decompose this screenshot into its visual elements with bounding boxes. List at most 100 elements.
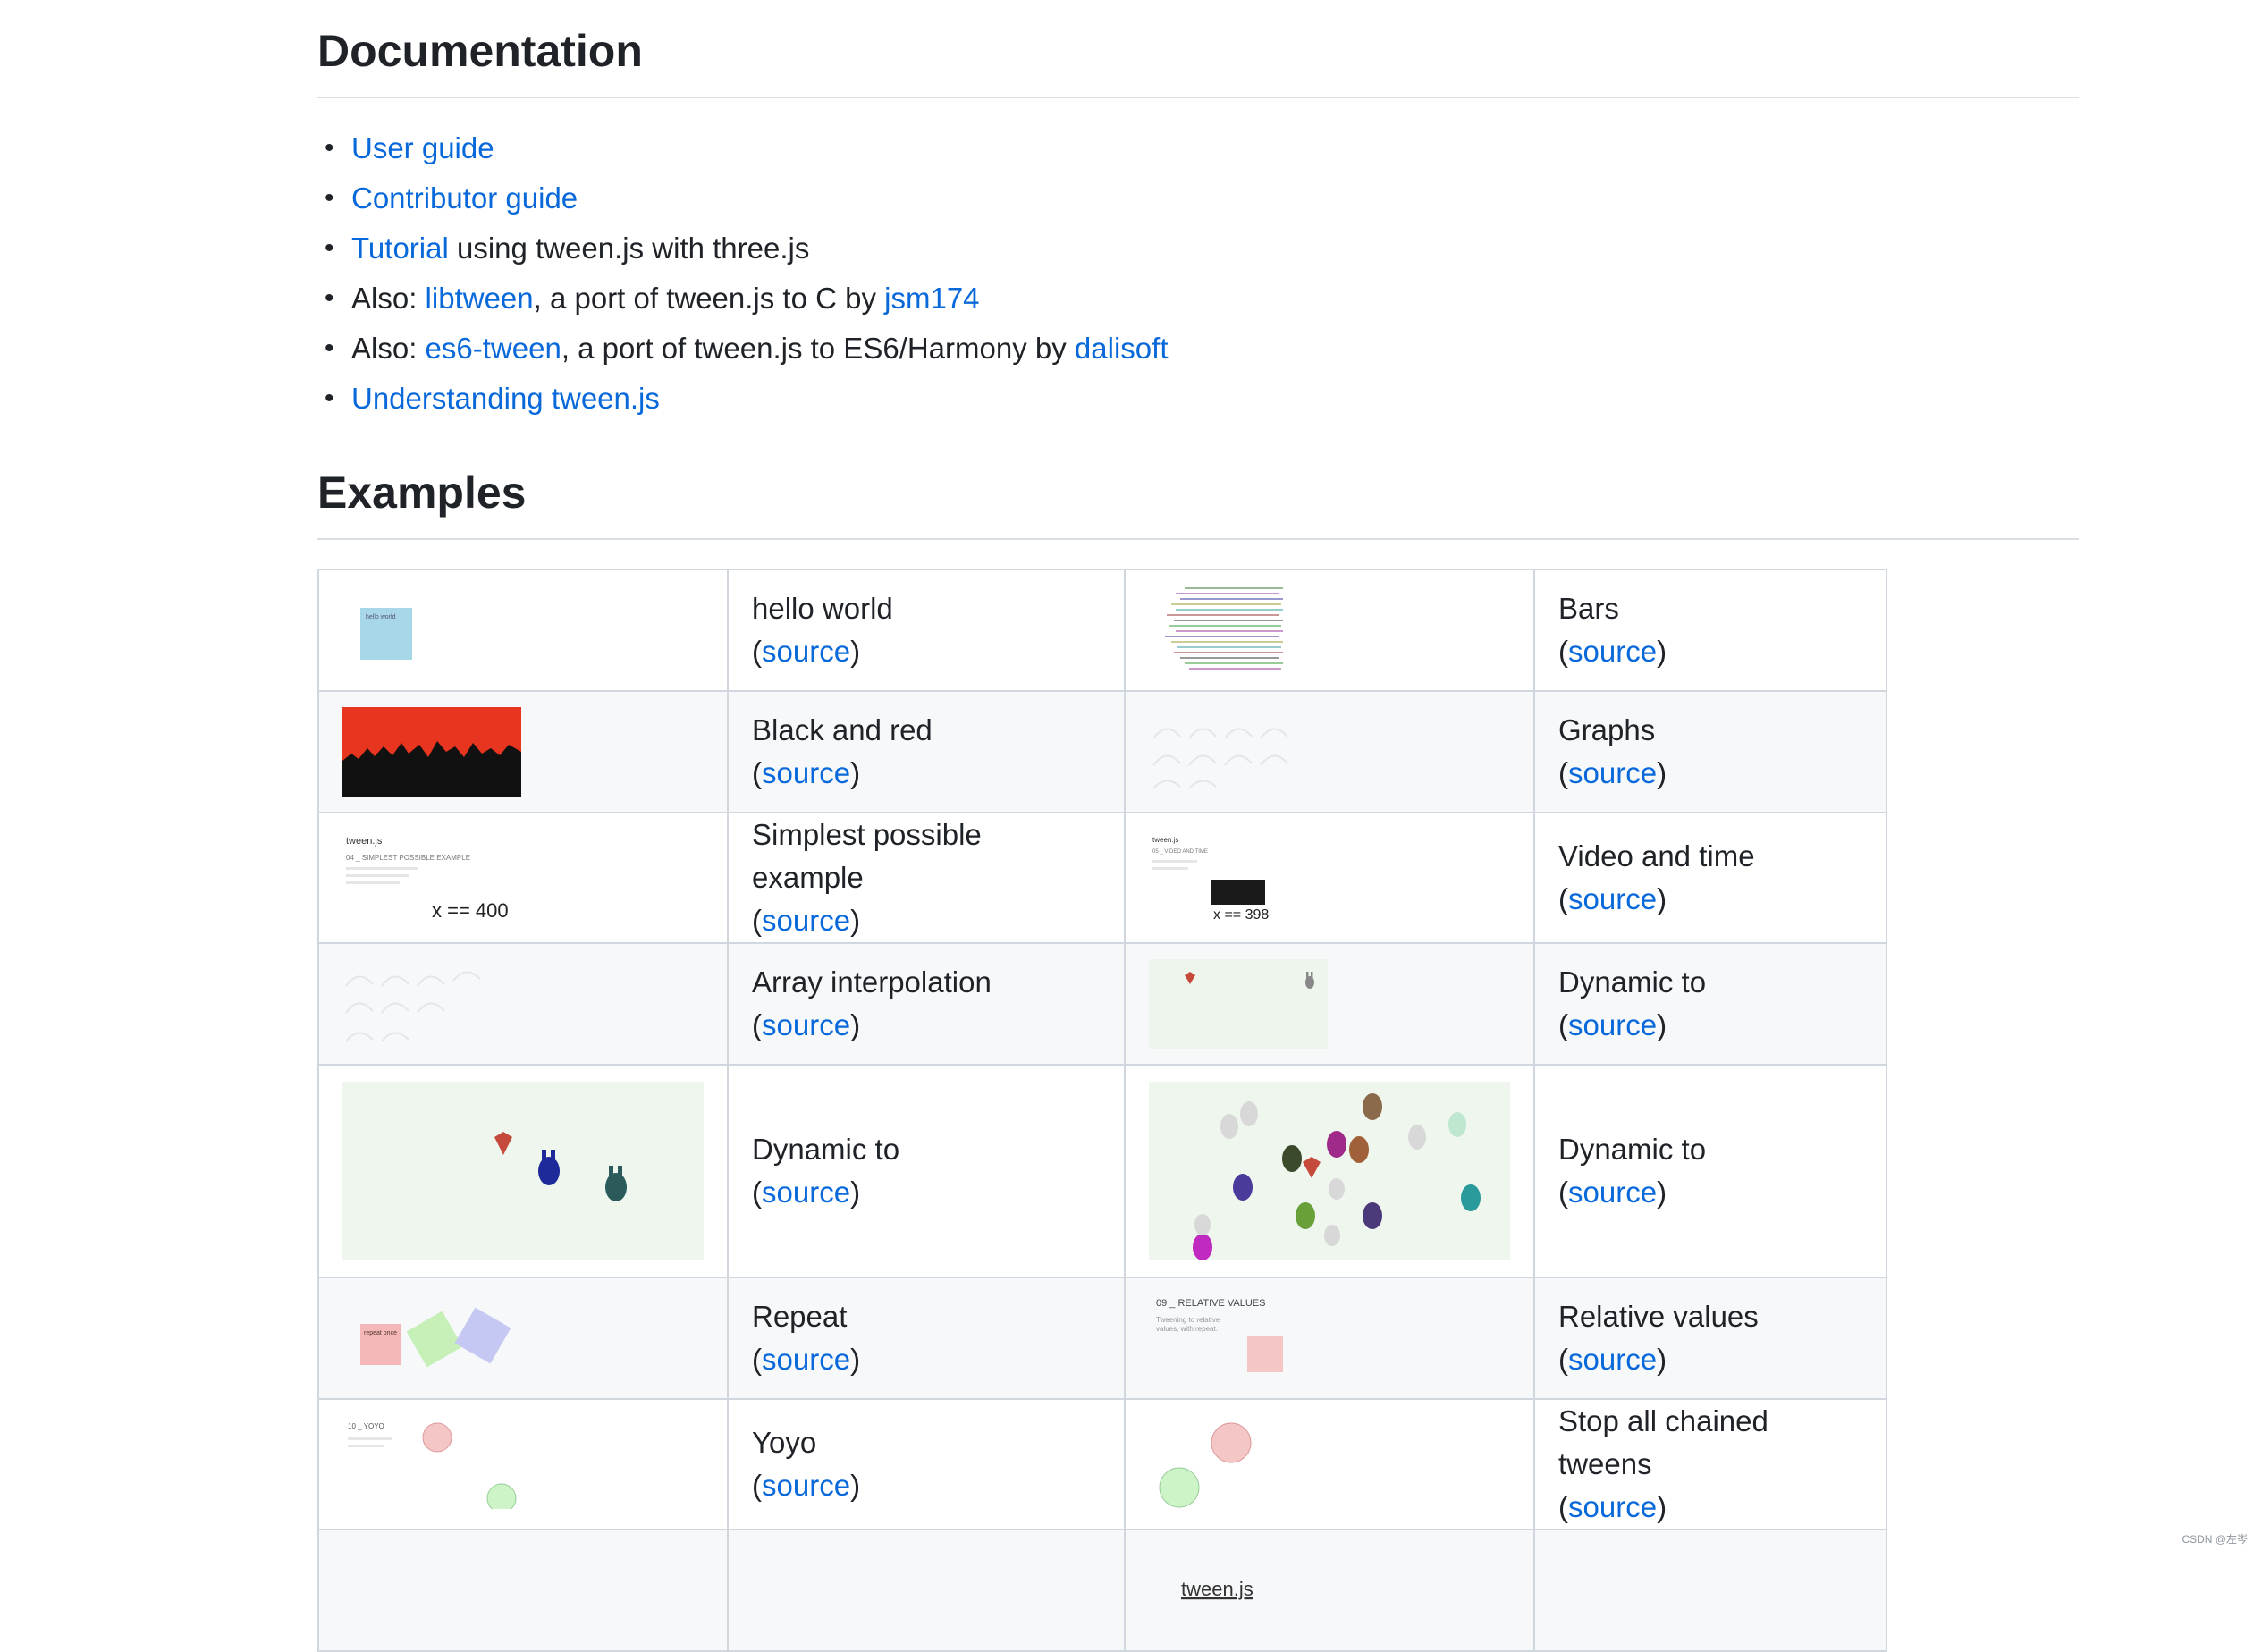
source-line: (source)	[752, 904, 861, 937]
tutorial-link[interactable]: Tutorial	[351, 232, 449, 265]
table-row: Dynamic to (source)	[317, 1064, 1887, 1278]
doc-item-contributor-guide: • Contributor guide	[325, 173, 2079, 223]
readme-page: Documentation • User guide • Contributor g…	[317, 26, 2248, 1652]
tutorial-text: using tween.js with three.js	[448, 232, 810, 265]
example-cell	[727, 1529, 1126, 1652]
doc-item-understanding: • Understanding tween.js	[325, 374, 2079, 424]
source-line: (source)	[752, 1008, 861, 1041]
bars-thumbnail[interactable]	[1149, 581, 1292, 679]
source-link[interactable]: source	[762, 1343, 851, 1376]
example-title: Video and time	[1558, 839, 1755, 872]
source-link[interactable]: source	[1568, 1343, 1658, 1376]
source-line: (source)	[1558, 756, 1667, 789]
source-link[interactable]: source	[762, 1469, 851, 1502]
examples-table: hello world hello world (source)	[317, 569, 1887, 1652]
example-title: Relative values	[1558, 1300, 1759, 1333]
array-interpolation-thumbnail[interactable]	[342, 959, 494, 1049]
dynamic-to-thumbnail-large[interactable]	[342, 1082, 704, 1260]
dynamic-to-thumbnail[interactable]	[1149, 959, 1328, 1049]
tweenjs-partial-thumbnail[interactable]: tween.js	[1149, 1564, 1328, 1617]
source-link[interactable]: source	[1568, 756, 1658, 789]
relative-thumb-desc2: values, with repeat.	[1156, 1325, 1218, 1333]
example-cell: Bars (source)	[1533, 569, 1887, 692]
thumb-cell: tween.js 05 _ VIDEO AND TIME x == 398	[1124, 812, 1535, 944]
relative-thumb-title: 09 _ RELATIVE VALUES	[1156, 1298, 1265, 1309]
doc-item-tutorial: • Tutorial using tween.js with three.js	[325, 223, 2079, 274]
watermark: CSDN @左岑	[2182, 1533, 2248, 1546]
source-line: (source)	[752, 1343, 861, 1376]
table-row: 10 _ YOYO Yoyo (source)	[317, 1398, 1887, 1530]
thumb-cell	[317, 1529, 729, 1652]
source-line: (source)	[752, 1176, 861, 1209]
source-link[interactable]: source	[1568, 1008, 1658, 1041]
understanding-tweenjs-link[interactable]: Understanding tween.js	[351, 382, 660, 415]
doc-item-user-guide: • User guide	[325, 123, 2079, 173]
thumb-cell	[1124, 1064, 1535, 1278]
tweenjs-thumb-text: tween.js	[346, 836, 383, 847]
dynamic-to-many-thumbnail[interactable]	[1149, 1082, 1510, 1260]
source-line: (source)	[1558, 1343, 1667, 1376]
libtween-link[interactable]: libtween	[425, 282, 534, 315]
x398-thumb-text: x == 398	[1213, 907, 1269, 923]
bullet-icon: •	[325, 384, 334, 413]
source-line: (source)	[752, 635, 861, 668]
source-link[interactable]: source	[762, 1008, 851, 1041]
video-and-time-thumbnail[interactable]: tween.js 05 _ VIDEO AND TIME x == 398	[1149, 833, 1328, 923]
stop-chained-tweens-thumbnail[interactable]	[1149, 1420, 1328, 1509]
es6-tween-link[interactable]: es6-tween	[425, 332, 561, 365]
source-line: (source)	[1558, 1176, 1667, 1209]
example-title: Dynamic to	[752, 1133, 900, 1166]
documentation-list: • User guide • Contributor guide • Tutorial…	[317, 123, 2079, 424]
hello-world-thumbnail[interactable]: hello world	[342, 599, 432, 662]
user-guide-link[interactable]: User guide	[351, 131, 494, 164]
yoyo-thumbnail[interactable]: 10 _ YOYO	[342, 1420, 521, 1509]
source-link[interactable]: source	[762, 635, 851, 668]
example-cell: Graphs (source)	[1533, 690, 1887, 813]
example-title: Dynamic to	[1558, 965, 1707, 999]
source-link[interactable]: source	[1568, 635, 1658, 668]
black-and-red-thumbnail[interactable]	[342, 707, 521, 796]
bullet-icon: •	[325, 283, 334, 313]
example-title: Graphs	[1558, 713, 1656, 746]
yoyo-thumb-title: 10 _ YOYO	[348, 1422, 384, 1430]
source-link[interactable]: source	[1568, 1490, 1658, 1523]
table-row: tween.js 04 _ SIMPLEST POSSIBLE EXAMPLE …	[317, 812, 1887, 944]
x400-thumb-text: x == 400	[432, 899, 509, 922]
source-link[interactable]: source	[1568, 882, 1658, 915]
doc-item-es6-tween: • Also: es6-tween, a port of tween.js to …	[325, 324, 2079, 374]
thumb-cell	[1124, 1398, 1535, 1530]
thumb-cell	[1124, 569, 1535, 692]
contributor-guide-link[interactable]: Contributor guide	[351, 181, 578, 215]
example-cell: Black and red (source)	[727, 690, 1126, 813]
example-cell: Repeat (source)	[727, 1277, 1126, 1400]
bullet-icon: •	[325, 133, 334, 163]
example-cell: Simplest possible example (source)	[727, 812, 1126, 944]
table-row: Black and red (source) Graphs (source)	[317, 690, 1887, 813]
example-cell	[1533, 1529, 1887, 1652]
example-cell: Dynamic to (source)	[1533, 942, 1887, 1066]
simplest-example-thumbnail[interactable]: tween.js 04 _ SIMPLEST POSSIBLE EXAMPLE …	[342, 833, 521, 923]
repeat-thumbnail[interactable]: repeat once	[342, 1294, 521, 1383]
es6-text: , a port of tween.js to ES6/Harmony by	[561, 332, 1075, 365]
thumb-cell	[1124, 942, 1535, 1066]
example-title: Dynamic to	[1558, 1133, 1707, 1166]
example-title: Array interpolation	[752, 965, 992, 999]
thumb-cell: repeat once	[317, 1277, 729, 1400]
source-link[interactable]: source	[762, 904, 851, 937]
graphs-thumbnail[interactable]	[1149, 712, 1301, 792]
dalisoft-link[interactable]: dalisoft	[1074, 332, 1169, 365]
source-line: (source)	[752, 1469, 861, 1502]
relative-values-thumbnail[interactable]: 09 _ RELATIVE VALUES Tweening to relativ…	[1149, 1294, 1328, 1383]
source-link[interactable]: source	[1568, 1176, 1658, 1209]
jsm174-link[interactable]: jsm174	[884, 282, 980, 315]
thumb-cell	[1124, 690, 1535, 813]
table-row: Array interpolation (source) Dynamic to …	[317, 942, 1887, 1066]
source-link[interactable]: source	[762, 1176, 851, 1209]
example-title: Repeat	[752, 1300, 848, 1333]
table-row: repeat once Repeat (source) 09 _ RELATIV…	[317, 1277, 1887, 1400]
video-thumb-title: 05 _ VIDEO AND TIME	[1152, 849, 1208, 855]
hello-thumb-text: hello world	[366, 614, 396, 620]
thumb-cell: tween.js 04 _ SIMPLEST POSSIBLE EXAMPLE …	[317, 812, 729, 944]
source-link[interactable]: source	[762, 756, 851, 789]
source-line: (source)	[1558, 635, 1667, 668]
